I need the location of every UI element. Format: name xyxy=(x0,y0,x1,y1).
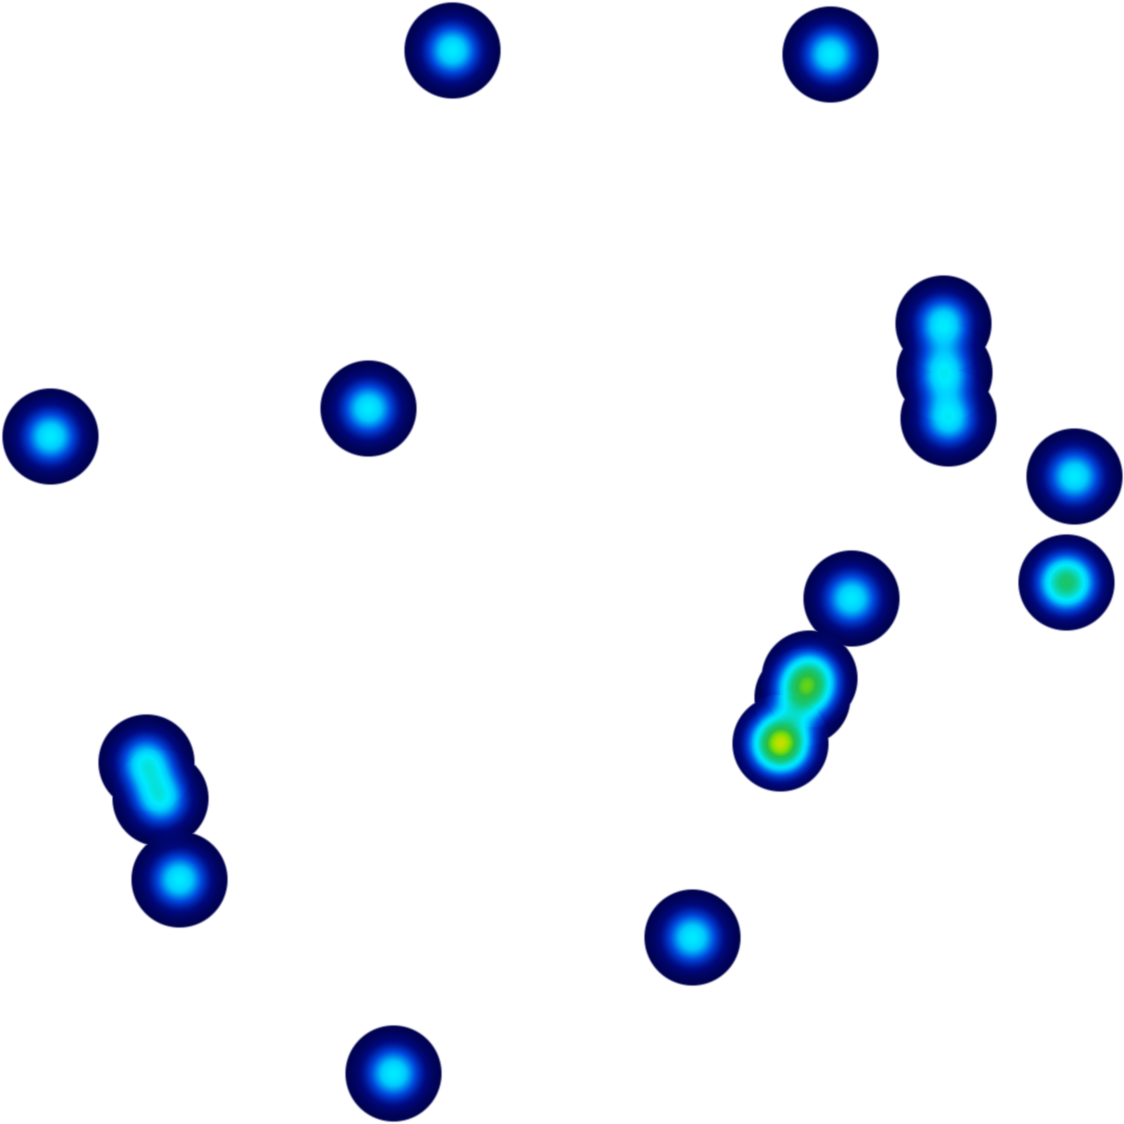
heatmap-plot xyxy=(0,0,1124,1124)
